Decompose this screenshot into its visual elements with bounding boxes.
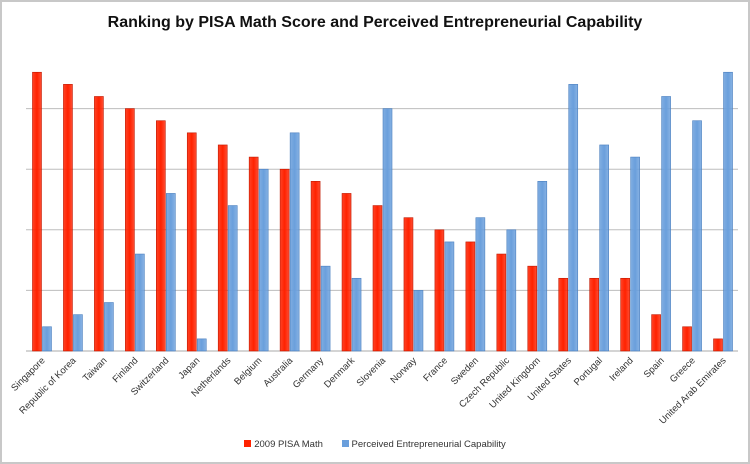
legend-item-entrepreneurial: Perceived Entrepreneurial Capability [341,439,506,450]
x-tick-label: Germany [291,355,327,391]
bar-pisa-math [310,181,321,352]
x-tick-label: Portugal [572,355,605,388]
bar-pisa-math [620,277,630,352]
x-tick-label: Republic of Korea [17,355,79,417]
bar-pisa-math [63,84,73,352]
x-tick-label: Spain [642,355,667,380]
bar-pisa-math [496,253,507,352]
x-tick-label: Belgium [232,355,264,387]
legend-label-entrepreneurial: Perceived Entrepreneurial Capability [351,439,506,450]
legend: 2009 PISA Math Perceived Entrepreneurial… [0,439,750,450]
bar-pisa-math [217,144,228,352]
x-tick-label: Greece [668,355,698,385]
x-tick-label: France [421,355,450,384]
bar-pisa-math [465,241,476,352]
bar-pisa-math [94,96,104,352]
x-tick-label: Ireland [607,355,635,383]
bar-pisa-math [248,156,259,352]
bar-pisa-math [279,168,290,352]
bar-entrepreneurial-capability [661,96,671,352]
legend-swatch-pisa [244,440,252,447]
bar-entrepreneurial-capability [289,132,300,352]
bar-pisa-math [434,229,445,352]
bar-pisa-math [125,108,135,352]
bar-pisa-math [682,326,692,352]
bar-entrepreneurial-capability [475,217,486,352]
x-tick-label: Taiwan [81,355,110,384]
bar-entrepreneurial-capability [630,156,640,352]
bar-pisa-math [186,132,197,352]
bar-pisa-math [372,205,383,352]
bar-entrepreneurial-capability [258,168,269,352]
bar-entrepreneurial-capability [104,302,114,352]
bar-entrepreneurial-capability [568,84,579,352]
bar-entrepreneurial-capability [599,144,609,352]
bar-entrepreneurial-capability [73,314,83,352]
bar-entrepreneurial-capability [42,326,52,352]
bar-entrepreneurial-capability [444,241,455,352]
bar-entrepreneurial-capability [382,108,393,352]
bar-entrepreneurial-capability [135,253,145,352]
x-tick-label: Norway [389,355,420,386]
bars [32,71,733,352]
bar-pisa-math [156,120,166,352]
legend-swatch-entrepreneurial [341,440,349,447]
bar-entrepreneurial-capability [196,338,207,352]
bar-entrepreneurial-capability [227,205,238,352]
bar-entrepreneurial-capability [166,193,176,352]
bar-pisa-math [341,193,352,352]
bar-pisa-math [527,265,538,352]
bar-entrepreneurial-capability [537,181,548,352]
bar-pisa-math [558,277,569,352]
bar-entrepreneurial-capability [351,277,362,352]
chart-title: Ranking by PISA Math Score and Perceived… [107,14,643,31]
x-tick-label: Japan [176,355,202,381]
bar-entrepreneurial-capability [413,290,424,352]
bar-pisa-math [403,217,414,352]
legend-label-pisa: 2009 PISA Math [254,439,323,450]
bar-entrepreneurial-capability [692,120,702,352]
bar-pisa-math [589,277,599,352]
bar-pisa-math [713,338,723,352]
bar-pisa-math [651,314,661,352]
bar-entrepreneurial-capability [320,265,331,352]
bar-pisa-math [32,71,42,352]
bar-entrepreneurial-capability [506,229,517,352]
x-tick-label: Denmark [322,355,357,390]
bar-entrepreneurial-capability [723,71,733,352]
x-tick-label: Slovenia [355,355,389,389]
x-tick-label: Finland [111,355,141,385]
legend-item-pisa: 2009 PISA Math [244,439,323,450]
